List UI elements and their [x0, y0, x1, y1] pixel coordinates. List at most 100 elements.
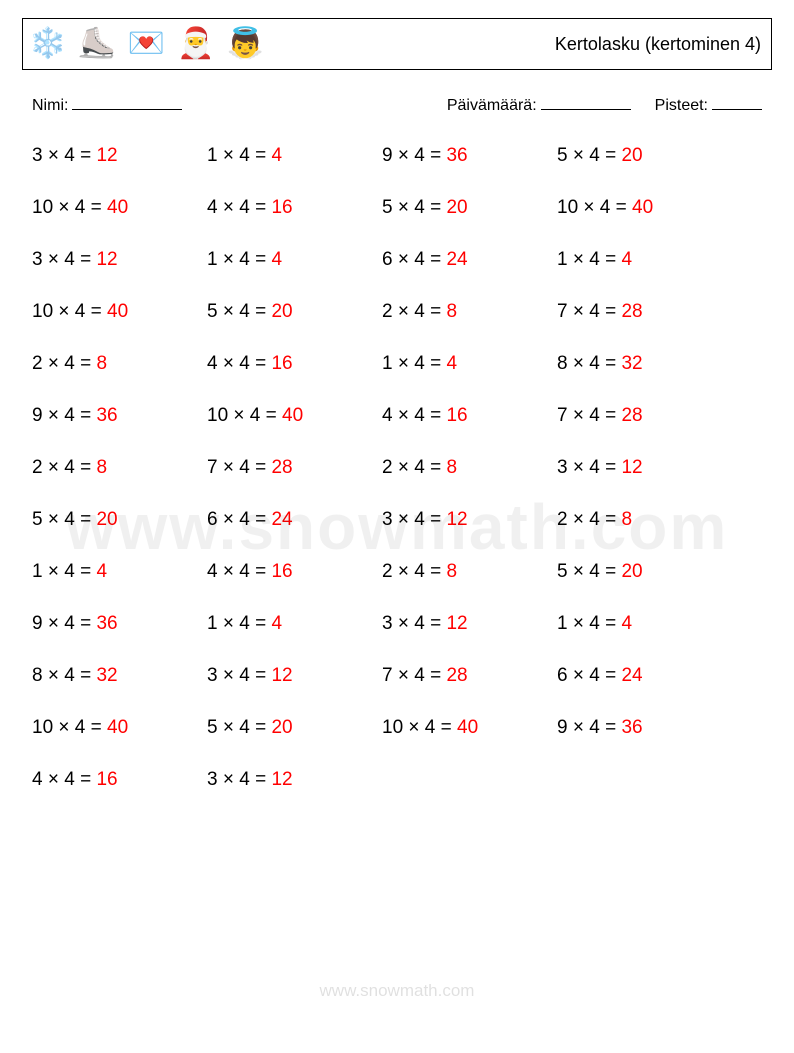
operand-a: 2: [32, 457, 43, 478]
operand-a: 1: [557, 613, 568, 634]
answer: 8: [96, 353, 107, 374]
answer: 28: [621, 405, 642, 426]
problem-cell: 1 × 4 = 4: [557, 613, 732, 635]
problem-cell: 6 × 4 = 24: [207, 509, 382, 531]
problem-cell: 4 × 4 = 16: [207, 561, 382, 583]
answer: 36: [621, 717, 642, 738]
problem-cell: 10 × 4 = 40: [207, 405, 382, 427]
answer: 28: [271, 457, 292, 478]
answer: 8: [446, 301, 457, 322]
operand-a: 2: [32, 353, 43, 374]
operand-a: 7: [382, 665, 393, 686]
operand-a: 4: [382, 405, 393, 426]
snowflake-icon: ❄️: [29, 29, 66, 59]
operand-b: 4: [239, 769, 250, 790]
operand-b: 4: [589, 561, 600, 582]
answer: 12: [271, 769, 292, 790]
problem-cell: 1 × 4 = 4: [207, 613, 382, 635]
operand-b: 4: [64, 145, 75, 166]
answer: 24: [446, 249, 467, 270]
problem-cell: 10 × 4 = 40: [382, 717, 557, 739]
operand-a: 10: [32, 301, 53, 322]
problem-cell: 5 × 4 = 20: [207, 717, 382, 739]
operand-a: 1: [382, 353, 393, 374]
angel-icon: 👼: [226, 29, 263, 59]
date-label: Päivämäärä:: [447, 97, 537, 115]
worksheet-title: Kertolasku (kertominen 4): [555, 34, 761, 55]
operand-b: 4: [589, 613, 600, 634]
operand-b: 4: [239, 613, 250, 634]
answer: 20: [271, 717, 292, 738]
answer: 4: [446, 353, 457, 374]
name-blank[interactable]: [72, 96, 182, 110]
operand-a: 5: [207, 717, 218, 738]
operand-b: 4: [64, 405, 75, 426]
operand-b: 4: [75, 197, 86, 218]
operand-a: 4: [207, 197, 218, 218]
operand-b: 4: [414, 249, 425, 270]
problem-cell: 1 × 4 = 4: [382, 353, 557, 375]
operand-a: 3: [207, 665, 218, 686]
operand-b: 4: [64, 769, 75, 790]
date-blank[interactable]: [541, 96, 631, 110]
problem-cell: 5 × 4 = 20: [557, 145, 732, 167]
answer: 12: [271, 665, 292, 686]
operand-a: 7: [557, 301, 568, 322]
operand-b: 4: [239, 249, 250, 270]
problem-cell: 1 × 4 = 4: [207, 249, 382, 271]
problem-cell: 3 × 4 = 12: [207, 769, 382, 791]
operand-a: 2: [382, 457, 393, 478]
answer: 40: [282, 405, 303, 426]
operand-a: 3: [557, 457, 568, 478]
operand-a: 3: [207, 769, 218, 790]
operand-b: 4: [239, 353, 250, 374]
answer: 20: [621, 561, 642, 582]
skate-icon: ⛸️: [78, 29, 115, 59]
answer: 12: [446, 613, 467, 634]
operand-a: 4: [207, 353, 218, 374]
problem-cell: 5 × 4 = 20: [382, 197, 557, 219]
problem-cell: 4 × 4 = 16: [382, 405, 557, 427]
operand-a: 10: [32, 197, 53, 218]
operand-b: 4: [64, 457, 75, 478]
bag-icon: 🎅: [177, 29, 214, 59]
problem-cell: 1 × 4 = 4: [32, 561, 207, 583]
operand-a: 5: [382, 197, 393, 218]
problem-cell: 2 × 4 = 8: [32, 353, 207, 375]
problem-cell: 4 × 4 = 16: [207, 197, 382, 219]
operand-b: 4: [239, 301, 250, 322]
problem-cell: 5 × 4 = 20: [32, 509, 207, 531]
operand-a: 1: [207, 613, 218, 634]
operand-a: 3: [382, 509, 393, 530]
operand-a: 5: [557, 145, 568, 166]
operand-a: 6: [207, 509, 218, 530]
problem-cell: 3 × 4 = 12: [382, 613, 557, 635]
operand-b: 4: [239, 717, 250, 738]
operand-a: 1: [207, 249, 218, 270]
footer-url: www.snowmath.com: [0, 981, 794, 1001]
score-blank[interactable]: [712, 96, 762, 110]
problem-cell: 6 × 4 = 24: [557, 665, 732, 687]
name-label: Nimi:: [32, 97, 68, 115]
answer: 32: [621, 353, 642, 374]
operand-b: 4: [75, 717, 86, 738]
operand-b: 4: [414, 613, 425, 634]
answer: 16: [271, 197, 292, 218]
operand-b: 4: [250, 405, 261, 426]
problem-cell: 7 × 4 = 28: [382, 665, 557, 687]
problem-cell: 5 × 4 = 20: [557, 561, 732, 583]
problem-cell: 1 × 4 = 4: [207, 145, 382, 167]
operand-a: 6: [382, 249, 393, 270]
operand-b: 4: [64, 249, 75, 270]
problem-cell: 2 × 4 = 8: [32, 457, 207, 479]
operand-b: 4: [589, 717, 600, 738]
header-box: ❄️ ⛸️ 💌 🎅 👼 Kertolasku (kertominen 4): [22, 18, 772, 70]
operand-a: 7: [557, 405, 568, 426]
operand-b: 4: [414, 145, 425, 166]
answer: 20: [446, 197, 467, 218]
operand-a: 9: [382, 145, 393, 166]
operand-b: 4: [64, 509, 75, 530]
operand-b: 4: [239, 457, 250, 478]
problem-cell: 2 × 4 = 8: [557, 509, 732, 531]
problem-cell: 3 × 4 = 12: [32, 145, 207, 167]
